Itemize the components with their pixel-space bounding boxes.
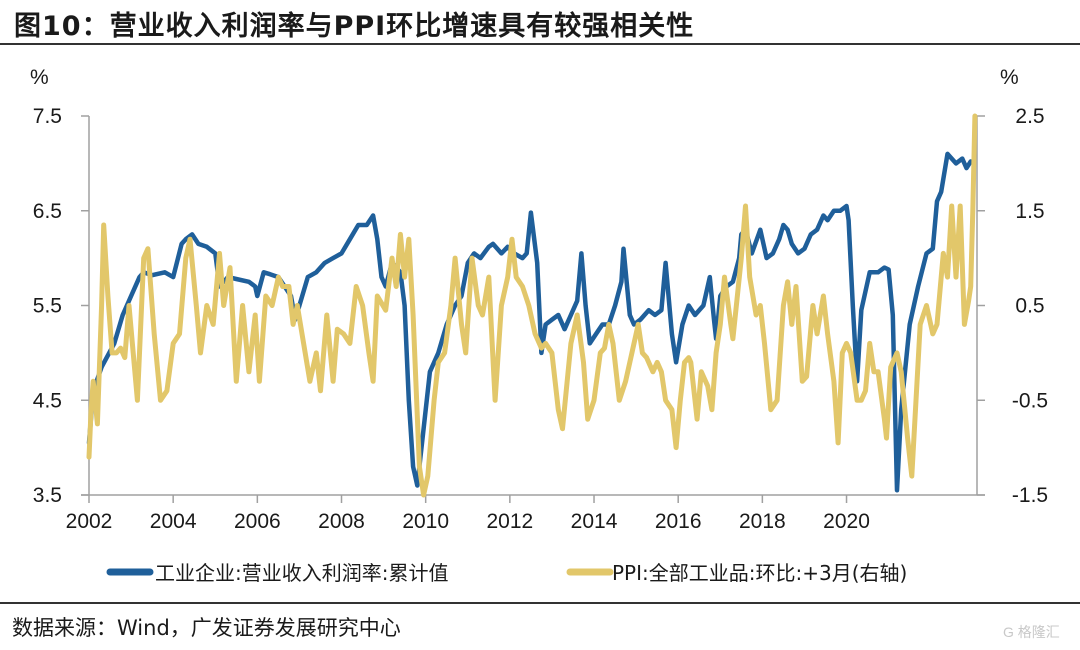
left-tick-label: 5.5 <box>33 295 62 318</box>
x-tick-label: 2014 <box>571 510 618 533</box>
left-tick-label: 4.5 <box>33 389 62 412</box>
title-divider <box>0 43 1080 45</box>
left-tick-label: 6.5 <box>33 200 62 223</box>
x-tick-label: 2006 <box>234 510 281 533</box>
x-tick-label: 2010 <box>402 510 449 533</box>
x-tick-label: 2008 <box>318 510 365 533</box>
watermark-logo: G 格隆汇 <box>1003 624 1060 640</box>
legend: 工业企业:营业收入利润率:累计值 PPI:全部工业品:环比:+3月(右轴) <box>106 561 907 585</box>
x-tick-label: 2004 <box>150 510 197 533</box>
left-axis-unit: % <box>30 66 49 89</box>
legend-label-profit-margin: 工业企业:营业收入利润率:累计值 <box>155 561 448 585</box>
series-line-ppi <box>86 113 978 498</box>
right-axis-unit: % <box>1000 66 1019 89</box>
right-tick-label: 0.5 <box>1015 295 1044 318</box>
right-tick-label: -1.5 <box>1012 484 1048 507</box>
left-tick-label: 3.5 <box>33 484 62 507</box>
series-lines <box>86 113 978 498</box>
source-note: 数据来源：Wind，广发证券发展研究中心 <box>12 616 401 640</box>
right-tick-label: 2.5 <box>1015 105 1044 128</box>
footer-divider <box>0 602 1080 604</box>
x-tick-label: 2020 <box>823 510 870 533</box>
chart-title: 图10：营业收入利润率与PPI环比增速具有较强相关性 <box>14 11 695 42</box>
x-tick-label: 2018 <box>739 510 786 533</box>
x-tick-label: 2016 <box>655 510 702 533</box>
left-tick-label: 7.5 <box>33 105 62 128</box>
axes: % % 7.5 6.5 5.5 4.5 3.5 2.5 1.5 0.5 -0.5 -1.5 2002 20… <box>30 66 1048 533</box>
right-tick-label: 1.5 <box>1015 200 1044 223</box>
legend-label-ppi: PPI:全部工业品:环比:+3月(右轴) <box>612 561 907 585</box>
x-tick-label: 2002 <box>66 510 113 533</box>
x-tick-label: 2012 <box>486 510 533 533</box>
right-tick-label: -0.5 <box>1012 389 1048 412</box>
series-line-profit-margin <box>86 151 973 493</box>
